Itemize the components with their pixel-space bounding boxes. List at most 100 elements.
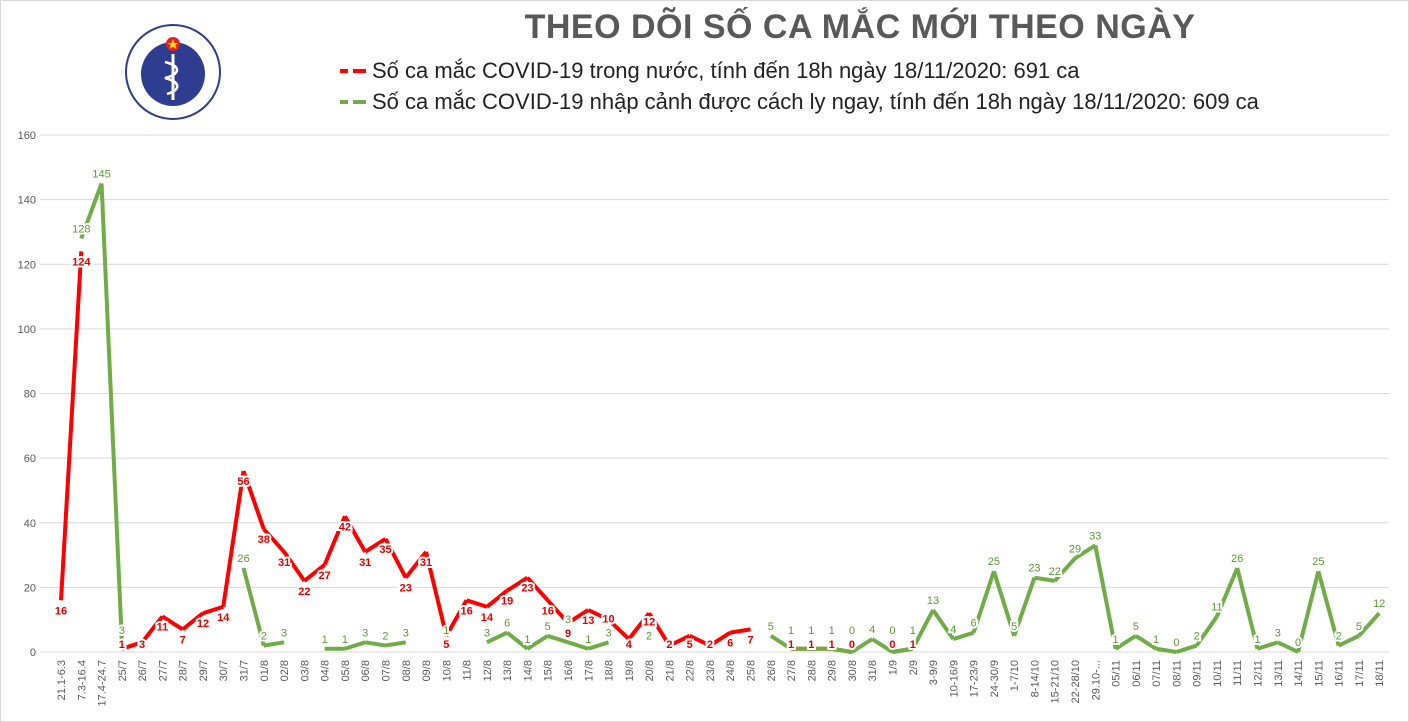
series-line-segment (1235, 567, 1260, 650)
x-tick-label: 06/11 (1131, 660, 1143, 687)
data-label: 1 (524, 634, 530, 646)
data-label: 1 (1153, 634, 1159, 646)
series-line-segment (465, 598, 488, 609)
data-label: 5 (687, 639, 693, 651)
ministry-of-health-logo (125, 24, 221, 120)
data-label: 38 (258, 534, 270, 546)
series-line-segment (971, 570, 996, 634)
series-line-segment (1296, 570, 1321, 653)
series-line-segment (59, 251, 84, 601)
data-label: 4 (869, 624, 875, 636)
data-label: 6 (727, 638, 733, 650)
data-label: 2 (666, 639, 672, 651)
data-label: 1 (322, 634, 328, 646)
series-line-segment (769, 634, 793, 651)
data-label: 7 (747, 634, 753, 646)
series-line-segment (140, 615, 164, 644)
data-label: 1 (1112, 634, 1118, 646)
series-line-segment (383, 537, 408, 579)
data-label: 12 (1373, 598, 1385, 610)
data-label: 22 (298, 586, 310, 598)
series-line-segment (121, 640, 143, 651)
data-label: 11 (1211, 601, 1222, 613)
x-tick-label: 06/8 (360, 660, 372, 681)
x-tick-label: 08/8 (401, 660, 413, 681)
x-tick-label: 3-9/9 (928, 660, 940, 685)
x-tick-label: 01/8 (259, 660, 271, 681)
data-label: 5 (1356, 621, 1362, 633)
x-tick-label: 17.4-24.7 (97, 660, 109, 706)
x-tick-label: 21/8 (664, 660, 676, 681)
data-label: 0 (1295, 637, 1301, 649)
data-label: 1 (585, 634, 591, 646)
data-label: 1 (443, 625, 449, 637)
series-line-segment (1093, 544, 1118, 650)
data-label: 16 (55, 605, 67, 617)
series-line-segment (1357, 611, 1381, 638)
data-label: 14 (481, 612, 494, 624)
series-line-segment (1195, 615, 1219, 647)
data-label: 4 (626, 639, 633, 651)
series-line-segment (1155, 646, 1177, 654)
x-tick-label: 09/11 (1192, 660, 1204, 687)
x-tick-label: 27/8 (786, 660, 798, 681)
series-line-segment (505, 631, 529, 651)
series-line-segment (486, 630, 509, 645)
data-label: 31 (278, 557, 290, 569)
series-line-segment (364, 640, 386, 648)
x-tick-label: 10/11 (1212, 660, 1224, 687)
data-label: 1 (910, 639, 916, 651)
data-label: 1 (1254, 634, 1260, 646)
x-tick-label: 12/8 (482, 660, 494, 681)
series-line-segment (931, 608, 955, 641)
data-label: 16 (460, 605, 472, 617)
x-tick-label: 16/8 (563, 660, 575, 681)
data-label: 1 (808, 639, 814, 651)
data-label: 22 (1049, 566, 1061, 578)
series-line-segment (566, 608, 590, 625)
data-label: 3 (139, 639, 145, 651)
series-line-segment (262, 527, 286, 554)
x-tick-label: 16/11 (1334, 660, 1346, 687)
data-label: 1 (910, 625, 916, 637)
data-label: 19 (501, 596, 513, 608)
series-line-segment (1337, 634, 1360, 648)
x-tick-label: 15/11 (1313, 660, 1325, 687)
data-label: 23 (521, 583, 533, 595)
series-line-segment (1034, 575, 1056, 583)
data-label: 33 (1089, 530, 1101, 542)
x-tick-label: 30/8 (847, 660, 859, 681)
series-line-segment (587, 608, 610, 622)
legend-swatch-red (340, 69, 366, 73)
series-line-segment (910, 609, 935, 650)
chart-title: THEO DÕI SỐ CA MẮC MỚI THEO NGÀY (524, 8, 1196, 46)
data-label: 124 (72, 256, 91, 268)
data-label: 2 (646, 631, 652, 643)
series-line-segment (79, 182, 104, 240)
series-line-segment (1114, 634, 1137, 651)
x-tick-label: 08/11 (1171, 660, 1183, 687)
x-tick-label: 14/11 (1293, 660, 1305, 687)
series-line-segment (831, 646, 853, 654)
legend-label: Số ca mắc COVID-19 nhập cảnh được cách l… (372, 89, 1259, 114)
x-tick-label: 02/8 (279, 660, 291, 681)
x-tick-label: 03/8 (299, 660, 311, 681)
data-label: 23 (1028, 563, 1040, 575)
y-tick-label: 120 (18, 259, 36, 271)
data-label: 3 (484, 627, 490, 639)
data-label: 3 (362, 627, 368, 639)
x-tick-label: 24/8 (725, 660, 737, 681)
data-label: 5 (1011, 621, 1017, 633)
series-line-segment (647, 612, 672, 647)
data-label: 25 (1312, 556, 1324, 568)
y-tick-label: 140 (18, 195, 36, 207)
data-label: 1 (342, 634, 348, 646)
series-line-segment (221, 470, 246, 608)
data-label: 13 (927, 595, 939, 607)
series-line-segment (181, 611, 205, 631)
series-line-segment (587, 640, 610, 651)
x-tick-label: 10-16/9 (948, 660, 960, 697)
series-line-segment (1175, 643, 1198, 654)
